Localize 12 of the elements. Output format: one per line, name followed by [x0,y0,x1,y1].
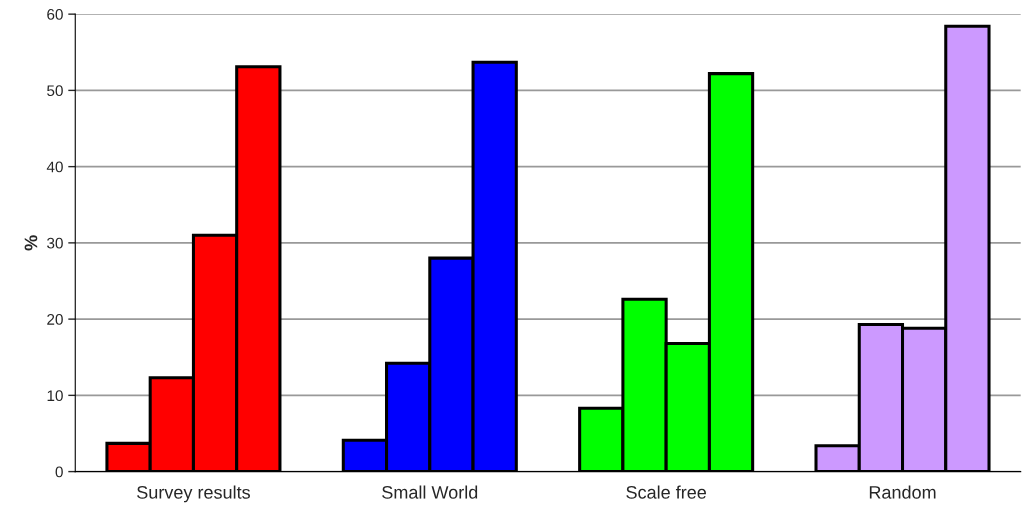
x-tick-label: Small World [382,485,478,499]
y-tick-label: 40 [46,161,63,173]
y-tick-label: 30 [47,237,63,249]
y-axis-title: % [24,235,38,251]
y-tick-label: 50 [47,85,63,97]
x-tick-label: Survey results [137,485,250,503]
y-tick-label: 10 [47,390,63,402]
y-tick-label: 60 [47,9,63,20]
y-tick-label: 0 [55,466,63,478]
y-tick-label: 20 [47,313,63,325]
x-tick-label: Scale free [626,485,706,499]
x-tick-label: Random [869,485,936,499]
